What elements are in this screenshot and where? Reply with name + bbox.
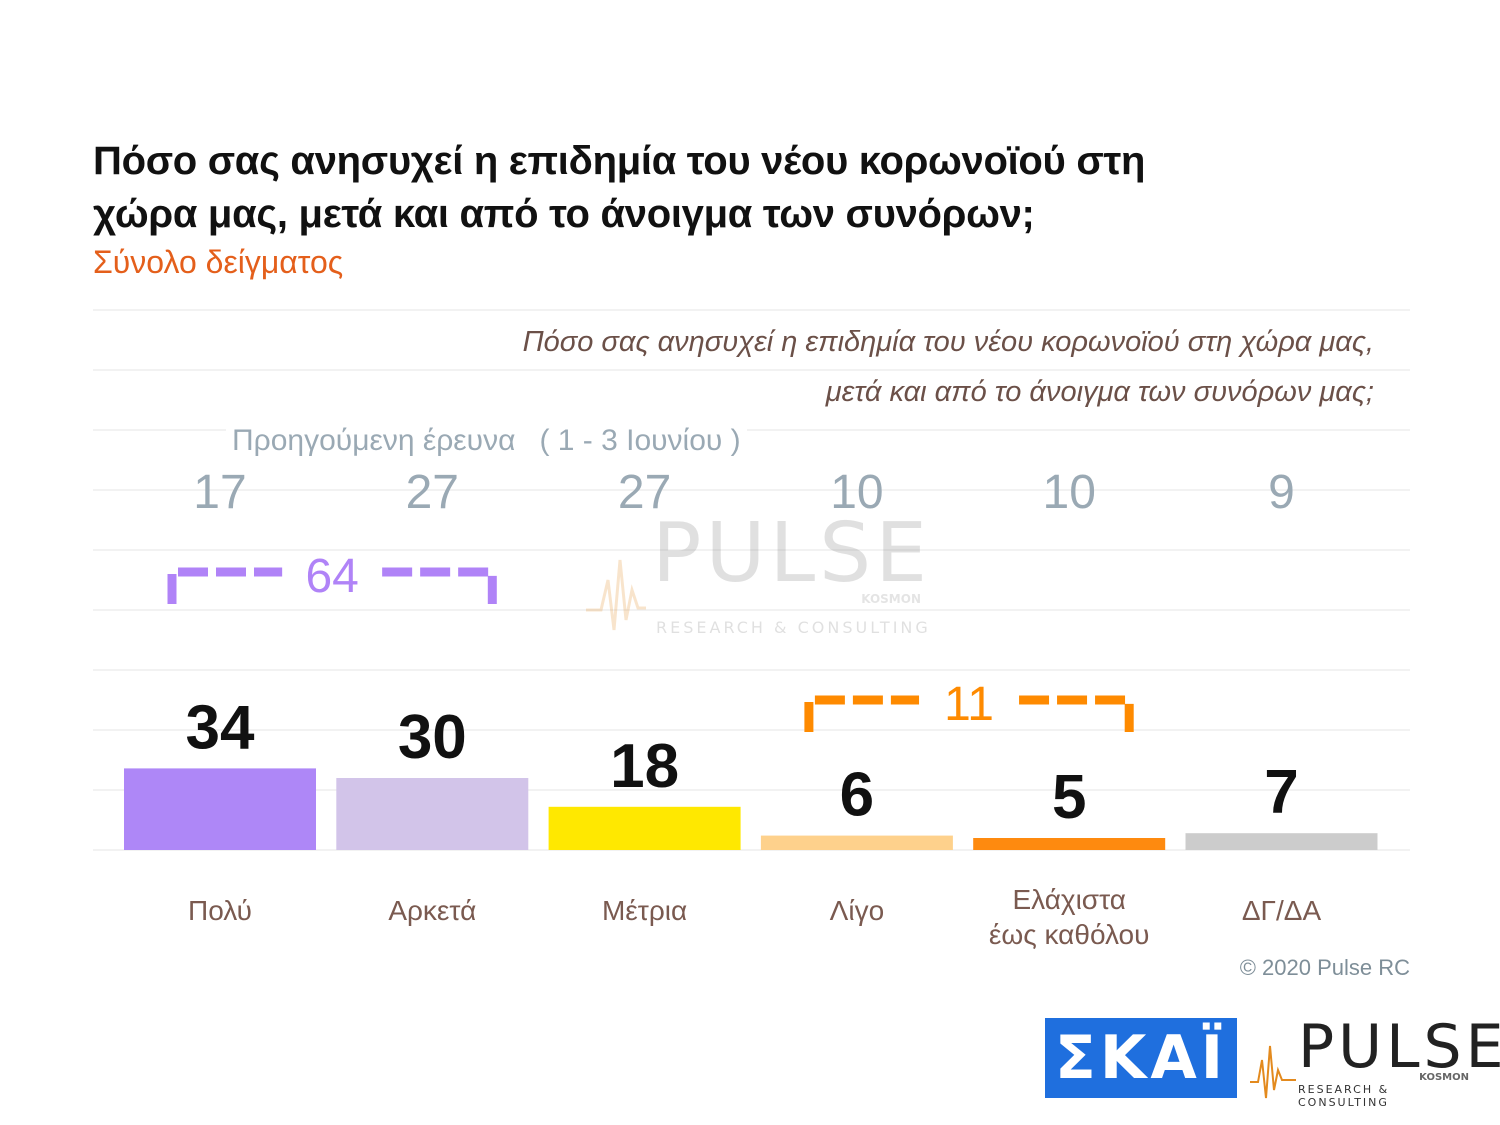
bar xyxy=(760,835,953,850)
previous-survey-text: Προηγούμενη έρευνα xyxy=(232,424,516,457)
bar-value-label: 6 xyxy=(840,761,874,830)
previous-value-label: 10 xyxy=(1043,466,1096,519)
category-label: Μέτρια xyxy=(601,895,688,926)
bar xyxy=(548,806,741,850)
previous-survey-date: ( 1 - 3 Ιουνίου ) xyxy=(539,424,741,457)
bracket-total-label: 64 xyxy=(305,550,358,603)
bar-value-label: 7 xyxy=(1264,758,1298,827)
previous-value-label: 9 xyxy=(1268,466,1295,519)
skai-logo: ΣΚΑΪ xyxy=(1045,1018,1237,1098)
previous-value-label: 27 xyxy=(406,466,459,519)
category-label: Ελάχιστα έως καθόλου xyxy=(988,884,1150,950)
chart-subtitle: Σύνολο δείγματος xyxy=(93,244,344,280)
bracket-total-label: 11 xyxy=(944,678,994,731)
bracket xyxy=(167,567,497,604)
bar-value-label: 30 xyxy=(398,703,467,772)
chart-title: Πόσο σας ανησυχεί η επιδημία του νέου κο… xyxy=(93,139,1146,236)
pulse-wordmark: PULSE xyxy=(1298,1012,1500,1082)
skai-logo-text: ΣΚΑΪ xyxy=(1054,1023,1228,1093)
previous-value-label: 10 xyxy=(830,466,883,519)
question-text-line-1: Πόσο σας ανησυχεί η επιδημία του νέου κο… xyxy=(518,326,1378,359)
category-label: ΔΓ/ΔΑ xyxy=(1241,895,1322,926)
category-label: Λίγο xyxy=(829,895,885,926)
previous-value-label: 27 xyxy=(618,466,671,519)
category-label: Πολύ xyxy=(188,895,252,926)
bracket xyxy=(804,695,1134,732)
category-label: Αρκετά xyxy=(388,895,477,926)
bar-value-label: 34 xyxy=(186,693,255,762)
bar xyxy=(973,838,1166,850)
pulse-kosmos: KOSMON xyxy=(1419,1072,1469,1083)
bar xyxy=(336,778,529,850)
bar-value-label: 5 xyxy=(1052,763,1086,832)
previous-value-label: 17 xyxy=(193,466,246,519)
bar xyxy=(124,768,316,850)
bar-value-label: 18 xyxy=(610,732,679,801)
copyright: © 2020 Pulse RC xyxy=(1239,955,1410,980)
heartbeat-icon xyxy=(1250,1045,1296,1099)
pulse-logo: PULSE KOSMON RESEARCH & CONSULTING xyxy=(1250,1012,1500,1109)
bar xyxy=(1185,833,1378,850)
previous-survey-label: Προηγούμενη έρευνα ( 1 - 3 Ιουνίου ) xyxy=(226,424,747,458)
pulse-tagline: RESEARCH & CONSULTING xyxy=(1298,1083,1390,1109)
question-text-line-2: μετά και από το άνοιγμα των συνόρων μας; xyxy=(821,376,1378,409)
